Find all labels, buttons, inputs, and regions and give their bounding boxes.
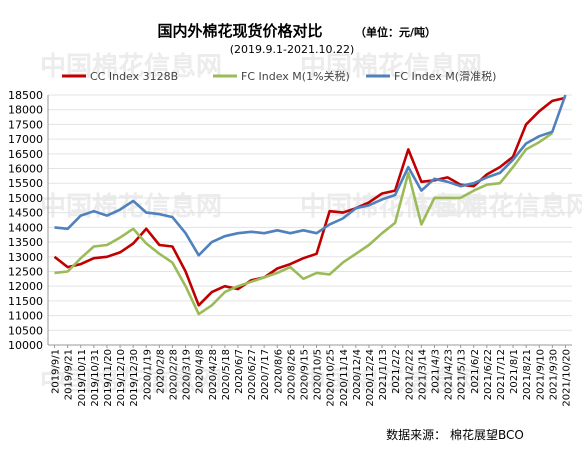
y-tick-label: 15000 xyxy=(8,192,43,205)
source-note: 数据来源： 棉花展望BCO xyxy=(386,427,524,442)
x-tick-label: 2019/9/1 xyxy=(51,349,62,394)
x-tick-label: 2021/8/1 xyxy=(509,349,520,394)
x-tick-label: 2019/10/31 xyxy=(90,349,101,407)
x-tick-label: 2019/10/11 xyxy=(77,349,88,407)
y-tick-label: 14500 xyxy=(8,207,43,220)
x-tick-label: 2021/2/22 xyxy=(404,349,415,400)
series-line-3 xyxy=(54,94,567,257)
y-tick-label: 10000 xyxy=(8,339,43,352)
x-axis: 2019/9/1 2019/9/21 2019/10/11 2019/10/31 201… xyxy=(48,344,572,407)
x-tick-label: 2020/1/19 xyxy=(142,349,153,400)
x-tick-label: 2021/8/21 xyxy=(522,349,533,400)
watermark-text: 中国棉花信息网 xyxy=(40,366,222,397)
y-tick-label: 12000 xyxy=(8,280,43,293)
watermark-text: 中国棉花信息网 xyxy=(410,191,582,222)
x-tick-label: 2021/3/14 xyxy=(417,349,428,400)
x-tick-label: 2021/9/10 xyxy=(535,349,546,400)
x-tick-label: 2021/7/12 xyxy=(496,349,507,400)
plot-area xyxy=(53,94,567,316)
x-tick-label: 2020/10/5 xyxy=(313,349,324,400)
y-tick-label: 16000 xyxy=(8,163,43,176)
y-tick-label: 13500 xyxy=(8,236,43,249)
y-tick-label: 11500 xyxy=(8,295,43,308)
x-tick-label: 2020/2/8 xyxy=(155,349,166,394)
y-tick-label: 16500 xyxy=(8,148,43,161)
x-tick-label: 2021/9/30 xyxy=(548,349,559,400)
y-tick-label: 17500 xyxy=(8,118,43,131)
unit-note: （单位：元/吨） xyxy=(355,25,436,39)
x-tick-label: 2020/12/4 xyxy=(352,349,363,400)
x-tick-label: 2021/6/2 xyxy=(470,349,481,394)
watermark-text: 中国棉花信息网 xyxy=(40,191,222,222)
y-tick-label: 18000 xyxy=(8,104,43,117)
y-tick-label: 11000 xyxy=(8,310,43,323)
x-tick-label: 2020/4/28 xyxy=(208,349,219,400)
x-tick-label: 2021/4/3 xyxy=(430,349,441,394)
y-tick-label: 14000 xyxy=(8,221,43,234)
y-tick-label: 18500 xyxy=(8,89,43,102)
x-tick-label: 2020/2/28 xyxy=(168,349,179,400)
y-tick-label: 15500 xyxy=(8,177,43,190)
x-tick-label: 2020/11/14 xyxy=(339,349,350,407)
x-tick-label: 2021/6/22 xyxy=(483,349,494,400)
x-tick-label: 2020/4/8 xyxy=(195,349,206,394)
x-tick-label: 2021/2/2 xyxy=(391,349,402,394)
legend: CC Index 3128B FC Index M(1%关税) FC Index M… xyxy=(62,69,496,83)
y-tick-label: 13000 xyxy=(8,251,43,264)
y-tick-label: 10500 xyxy=(8,324,43,337)
y-tick-label: 17000 xyxy=(8,133,43,146)
watermark-text: 中国棉花信息网 xyxy=(300,51,482,82)
x-tick-label: 2020/3/19 xyxy=(182,349,193,400)
chart-title: 国内外棉花现货价格对比 xyxy=(157,22,322,40)
legend-label: FC Index M(1%关税) xyxy=(241,69,350,83)
x-tick-label: 2020/5/18 xyxy=(221,349,232,400)
chart-subtitle: (2019.9.1-2021.10.22) xyxy=(230,43,355,56)
legend-label: CC Index 3128B xyxy=(90,70,178,83)
x-tick-label: 2020/7/17 xyxy=(260,349,271,400)
x-tick-label: 2019/11/20 xyxy=(103,349,114,407)
legend-label: FC Index M(滑准税) xyxy=(394,69,496,83)
x-tick-label: 2019/12/10 xyxy=(116,349,127,407)
x-tick-label: 2020/6/27 xyxy=(247,349,258,400)
x-tick-label: 2019/9/21 xyxy=(64,349,75,400)
watermark-text: 中国棉花信息网 xyxy=(300,366,482,397)
x-tick-label: 2020/12/24 xyxy=(365,349,376,407)
y-tick-label: 12500 xyxy=(8,265,43,278)
x-tick-label: 2021/5/13 xyxy=(457,349,468,400)
x-tick-label: 2021/1/13 xyxy=(378,349,389,400)
x-tick-label: 2020/10/25 xyxy=(326,349,337,407)
x-tick-label: 2019/12/30 xyxy=(129,349,140,407)
x-tick-label: 2020/8/6 xyxy=(273,349,284,394)
series-line-2 xyxy=(54,132,554,316)
x-tick-label: 2021/4/23 xyxy=(444,349,455,400)
x-tick-label: 2020/9/15 xyxy=(299,349,310,400)
x-tick-label: 2020/6/7 xyxy=(234,349,245,394)
x-tick-label: 2021/10/20 xyxy=(561,349,572,407)
x-tick-label: 2020/8/26 xyxy=(286,349,297,400)
